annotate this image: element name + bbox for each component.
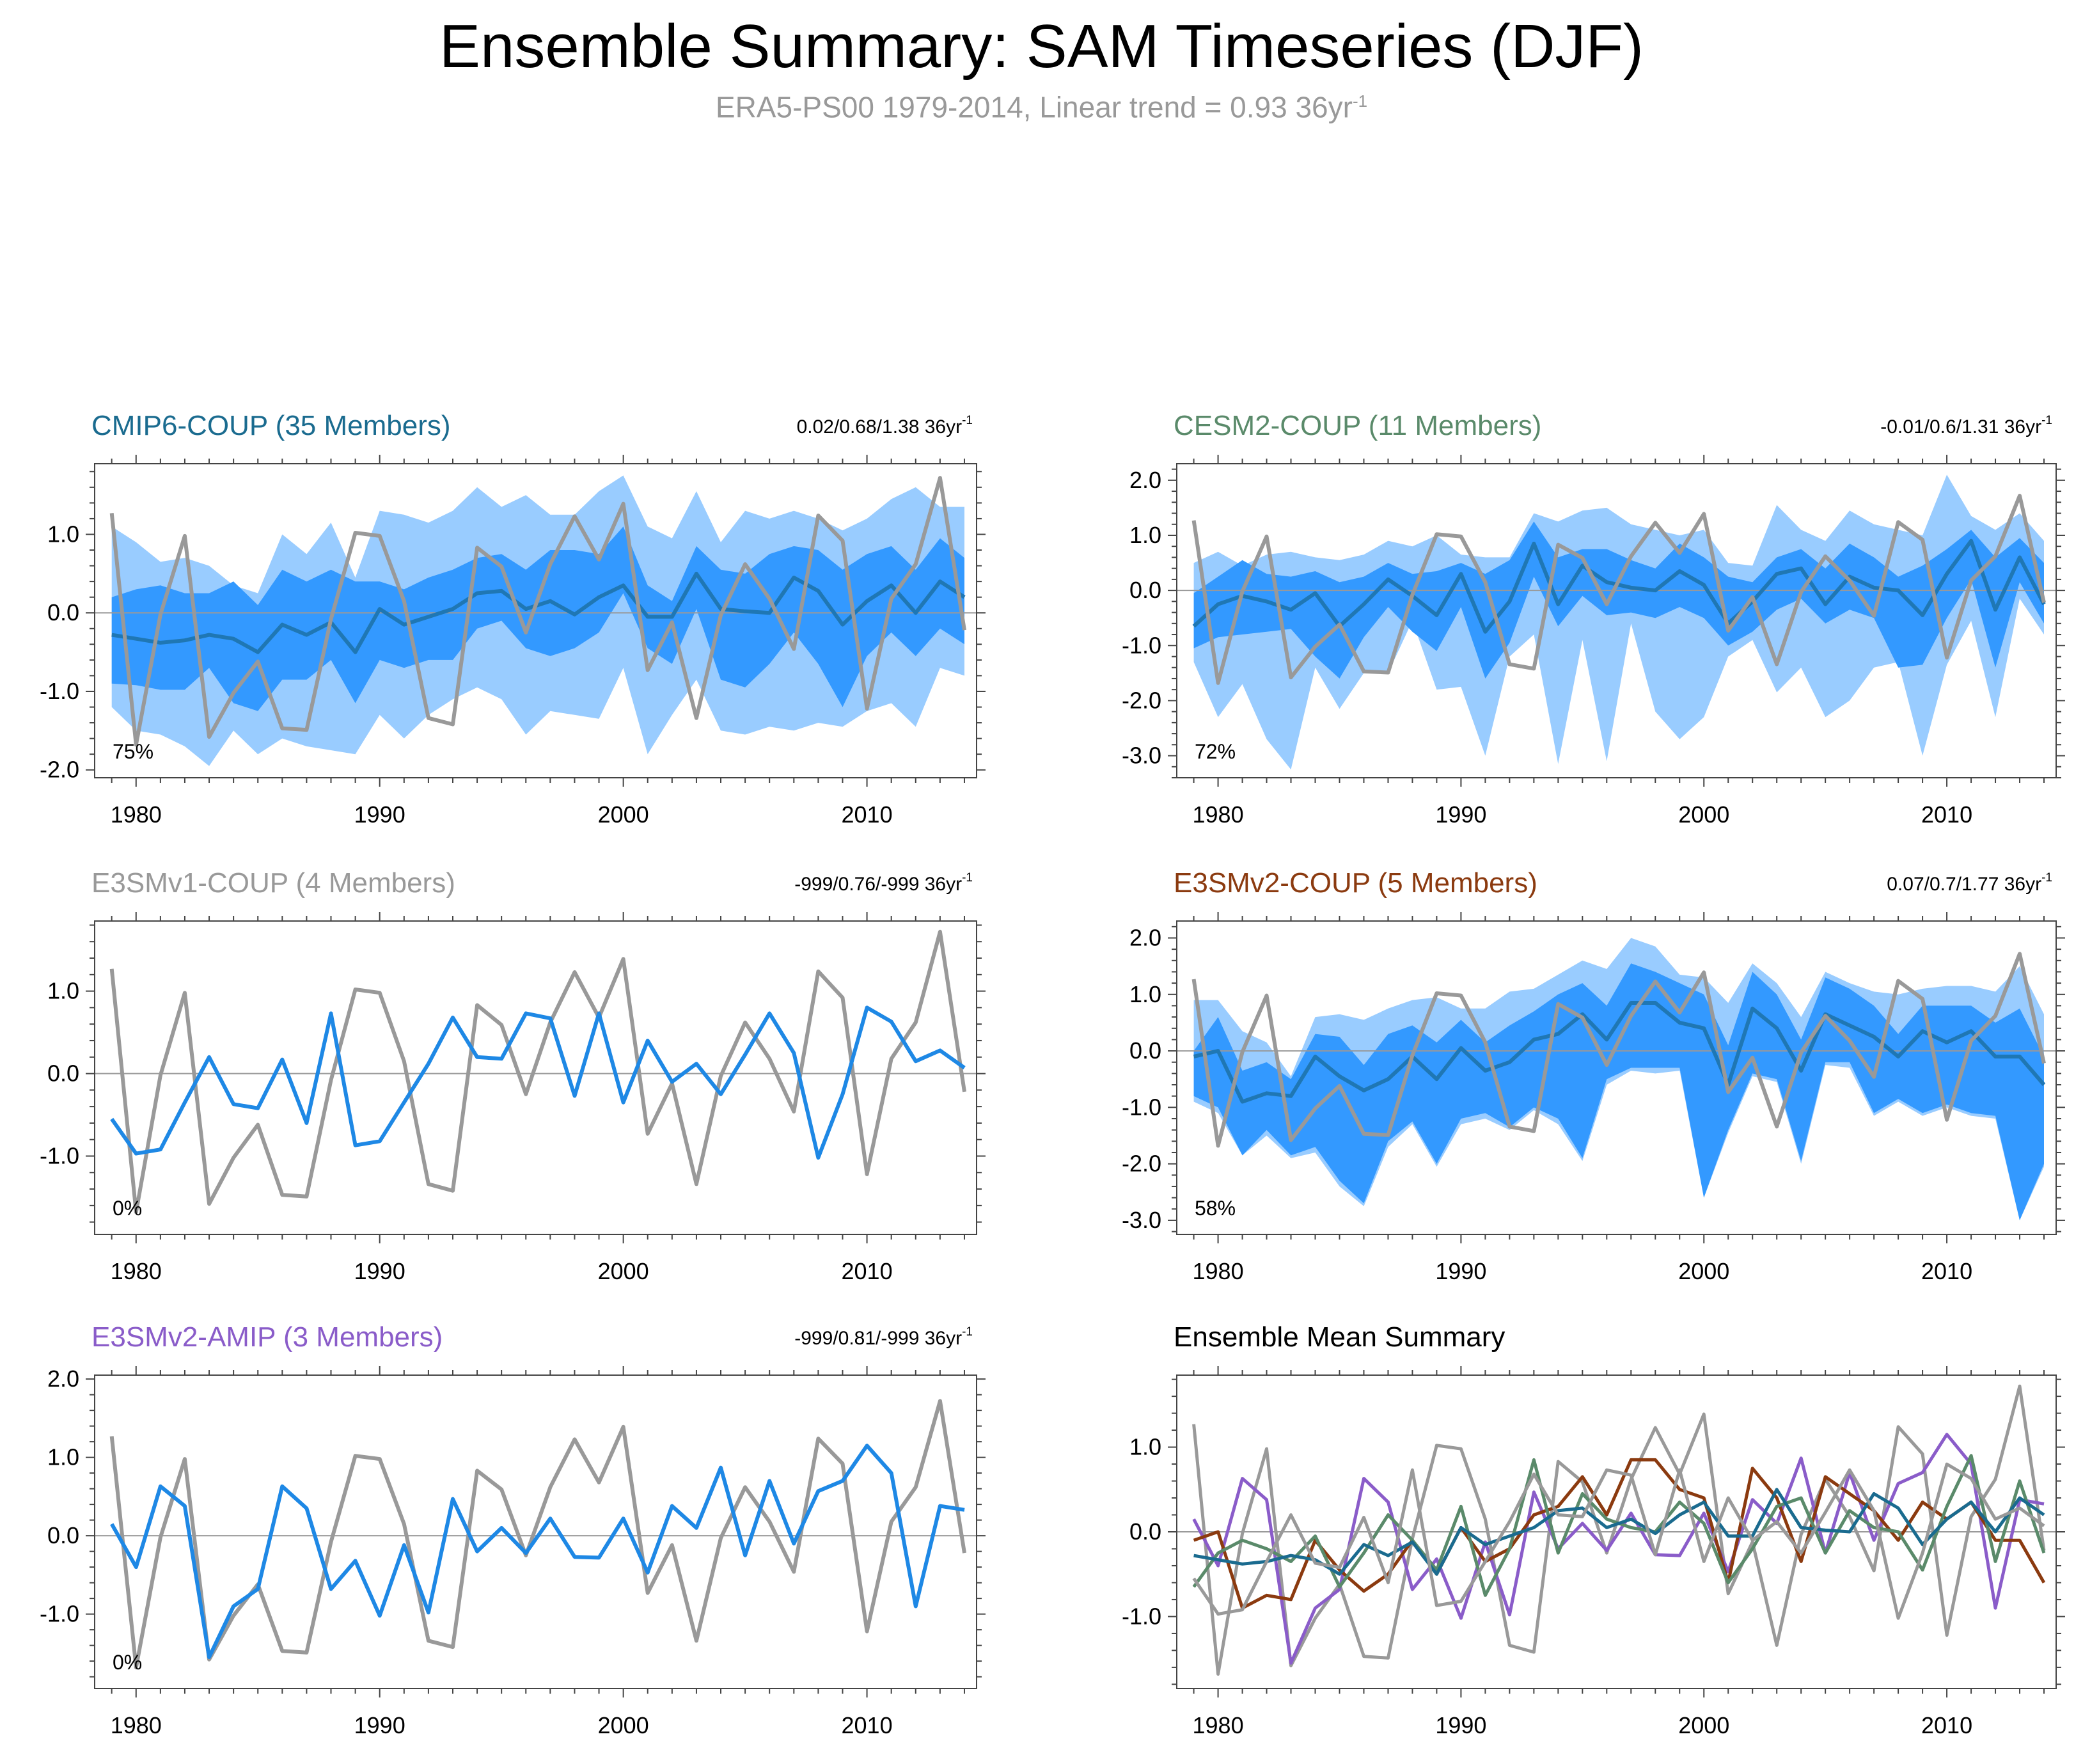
- x-tick-label: 2010: [1921, 801, 1972, 828]
- panel-frame: [94, 463, 977, 778]
- x-tick-label: 1990: [1435, 801, 1486, 828]
- panel-trend: 0.07/0.7/1.77 36yr-1: [1887, 871, 2052, 895]
- panel-frame: [94, 920, 977, 1235]
- percent-label: 75%: [113, 740, 153, 763]
- panel-title: CESM2-COUP (11 Members): [1174, 410, 1541, 441]
- panel-trend: -999/0.76/-999 36yr-1: [794, 871, 973, 895]
- panel-trend: -0.01/0.6/1.31 36yr-1: [1880, 414, 2052, 437]
- y-tick-label: 0.0: [1129, 1518, 1161, 1545]
- series-line-e3smv1: [1192, 1384, 2046, 1676]
- y-tick-label: -1.0: [40, 1143, 79, 1169]
- panel-e3smv2c: E3SMv2-COUP (5 Members) 0.07/0.7/1.77 36y…: [1122, 867, 2065, 1284]
- y-tick-label: -2.0: [40, 757, 79, 783]
- y-tick-label: 0.0: [1129, 1037, 1161, 1064]
- y-tick-label: 0.0: [47, 1060, 79, 1087]
- ensemble-mean-line: [1192, 539, 2046, 634]
- ensemble-mean-line: [111, 571, 966, 654]
- x-tick-label: 1980: [1193, 801, 1244, 828]
- x-tick-label: 1990: [1435, 1258, 1486, 1284]
- observation-line: [109, 929, 966, 1215]
- series-line-e3smv2a: [1192, 1433, 2045, 1665]
- y-tick-label: -3.0: [1122, 743, 1161, 769]
- x-tick-label: 2000: [1678, 1258, 1729, 1284]
- panel-frame: [94, 1374, 977, 1689]
- subtitle-text: ERA5-PS00 1979-2014, Linear trend = 0.93…: [715, 90, 1353, 124]
- y-tick-label: -1.0: [40, 1601, 79, 1627]
- y-tick-label: 1.0: [1129, 981, 1161, 1007]
- x-tick-label: 2000: [598, 1258, 649, 1284]
- y-tick-label: 1.0: [47, 978, 79, 1004]
- x-tick-label: 1990: [354, 1258, 405, 1284]
- x-tick-label: 1980: [111, 801, 162, 828]
- y-tick-label: 0.0: [47, 1522, 79, 1548]
- y-tick-label: -1.0: [40, 678, 79, 704]
- x-tick-label: 1990: [1435, 1712, 1486, 1738]
- x-tick-label: 2010: [842, 801, 893, 828]
- band-inner: [1193, 521, 2044, 679]
- panel-title: E3SMv2-COUP (5 Members): [1174, 867, 1537, 899]
- y-tick-label: 2.0: [1129, 467, 1161, 493]
- observation-line: [1191, 494, 2046, 685]
- y-tick-label: -2.0: [1122, 1151, 1161, 1177]
- x-tick-label: 2010: [1921, 1258, 1972, 1284]
- panel-title: CMIP6-COUP (35 Members): [91, 410, 451, 441]
- y-tick-label: 0.0: [47, 599, 79, 626]
- subtitle-sup: -1: [1352, 91, 1368, 111]
- ensemble-mean-line: [1193, 1001, 2046, 1104]
- y-tick-label: -2.0: [1122, 687, 1161, 713]
- panel-e3smv1: E3SMv1-COUP (4 Members) -999/0.76/-999 36…: [40, 867, 986, 1284]
- ensemble-mean-line: [110, 1005, 966, 1160]
- x-tick-label: 2010: [842, 1258, 893, 1284]
- series-line-e3smv1-mean: [1192, 1462, 2045, 1620]
- y-tick-label: -3.0: [1122, 1207, 1161, 1233]
- x-tick-label: 1980: [111, 1712, 162, 1738]
- panel-frame: [1176, 463, 2057, 778]
- x-tick-label: 2000: [1678, 1712, 1729, 1738]
- figure-subtitle: ERA5-PS00 1979-2014, Linear trend = 0.93…: [0, 83, 2083, 125]
- band-inner: [1193, 963, 2044, 1220]
- percent-label: 0%: [113, 1651, 142, 1674]
- x-tick-label: 2000: [1678, 801, 1729, 828]
- panel-frame: [1176, 920, 2057, 1235]
- observation-line: [109, 476, 966, 747]
- x-tick-label: 1980: [1193, 1712, 1244, 1738]
- panel-trend: 0.02/0.68/1.38 36yr-1: [797, 414, 973, 437]
- y-tick-label: 2.0: [1129, 924, 1161, 950]
- x-tick-label: 1990: [354, 1712, 405, 1738]
- panel-title: E3SMv1-COUP (4 Members): [91, 867, 455, 899]
- ensemble-mean-line: [110, 1444, 965, 1659]
- figure-title: Ensemble Summary: SAM Timeseries (DJF): [439, 12, 1644, 81]
- panel-trend: -999/0.81/-999 36yr-1: [794, 1325, 973, 1349]
- y-tick-label: 0.0: [1129, 577, 1161, 603]
- observation-line: [1191, 952, 2046, 1148]
- panel-cesm2: CESM2-COUP (11 Members) -0.01/0.6/1.31 36…: [1122, 410, 2065, 828]
- y-tick-label: 2.0: [47, 1366, 79, 1392]
- x-tick-label: 1980: [111, 1258, 162, 1284]
- y-tick-label: -1.0: [1122, 1603, 1161, 1629]
- x-tick-label: 2010: [1921, 1712, 1972, 1738]
- x-tick-label: 2010: [842, 1712, 893, 1738]
- y-tick-label: 1.0: [47, 521, 79, 547]
- band-outer: [1193, 475, 2044, 770]
- percent-label: 58%: [1195, 1197, 1236, 1220]
- x-tick-label: 1990: [354, 801, 405, 828]
- y-tick-label: -1.0: [1122, 1094, 1161, 1120]
- series-line-e3smv2c: [1193, 1458, 2046, 1610]
- x-tick-label: 2000: [598, 801, 649, 828]
- x-tick-label: 1980: [1193, 1258, 1244, 1284]
- panel-title: Ensemble Mean Summary: [1174, 1321, 1505, 1353]
- panel-e3smv2a: E3SMv2-AMIP (3 Members) -999/0.81/-999 36…: [40, 1321, 986, 1738]
- y-tick-label: -1.0: [1122, 632, 1161, 658]
- x-tick-label: 2000: [598, 1712, 649, 1738]
- y-tick-label: 1.0: [47, 1444, 79, 1470]
- series-line-cmip6: [1193, 1488, 2045, 1576]
- percent-label: 0%: [113, 1197, 142, 1220]
- percent-label: 72%: [1195, 740, 1236, 763]
- panel-cmip6: CMIP6-COUP (35 Members) 0.02/0.68/1.38 36…: [40, 410, 986, 828]
- panel-title: E3SMv2-AMIP (3 Members): [91, 1321, 443, 1353]
- panel-summary: Ensemble Mean Summary 1.0 0.0 -1.0 1980 1990 2…: [1122, 1321, 2065, 1738]
- y-tick-label: 1.0: [1129, 1434, 1161, 1460]
- y-tick-label: 1.0: [1129, 522, 1161, 548]
